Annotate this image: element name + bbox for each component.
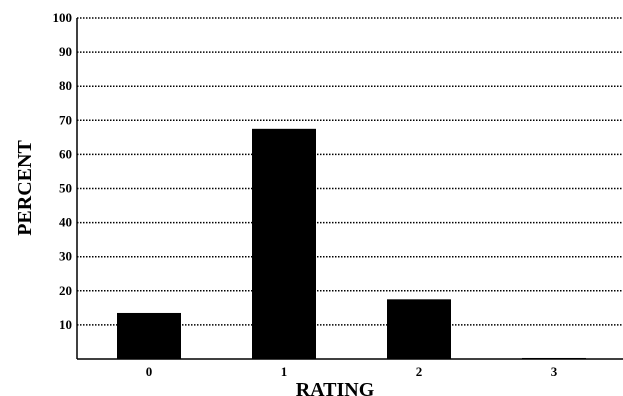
y-tick-label: 100: [53, 10, 73, 25]
axes: [76, 18, 623, 360]
x-tick-label: 2: [416, 364, 423, 379]
y-tick-label: 80: [59, 78, 72, 93]
y-tick-label: 10: [59, 317, 72, 332]
y-tick-label: 70: [59, 112, 72, 127]
y-axis-title: PERCENT: [14, 140, 36, 236]
x-tick-label: 3: [551, 364, 558, 379]
x-axis-title: RATING: [296, 379, 375, 396]
bars: [117, 128, 586, 359]
x-tick-label: 1: [281, 364, 288, 379]
y-tick-label: 40: [59, 215, 72, 230]
x-tick-labels: 0 1 2 3: [146, 364, 558, 379]
y-tick-label: 90: [59, 44, 72, 59]
y-tick-labels: 10 20 30 40 50 60 70 80 90 100: [53, 10, 73, 332]
bar-rating-2: [387, 299, 451, 359]
x-tick-label: 0: [146, 364, 153, 379]
bar-rating-1: [252, 128, 316, 359]
y-tick-label: 50: [59, 181, 72, 196]
grid-lines: [77, 17, 623, 326]
bar-rating-0: [117, 312, 181, 359]
y-tick-label: 60: [59, 146, 72, 161]
y-tick-label: 30: [59, 249, 72, 264]
y-tick-label: 20: [59, 283, 72, 298]
